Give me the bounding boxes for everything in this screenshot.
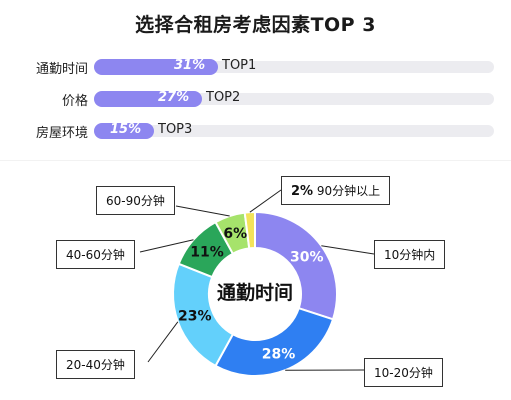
callout-label: 90分钟以上 <box>316 184 381 198</box>
callout-90-plus: 2% 90分钟以上 <box>281 176 391 205</box>
donut-slice <box>243 210 256 250</box>
chart-title: 选择合租房考虑因素TOP 3 <box>135 14 376 36</box>
callout-label: 40-60分钟 <box>66 248 125 262</box>
slice-value-label: 11% <box>190 245 224 261</box>
factor-rank: TOP3 <box>158 122 193 137</box>
leader-line <box>139 239 194 253</box>
donut-slice <box>254 210 338 321</box>
section-divider <box>0 160 511 161</box>
bar-fill <box>94 123 154 139</box>
factor-percent: 15% <box>110 122 142 137</box>
slice-value-label: 6% <box>223 226 247 242</box>
factor-rank: TOP1 <box>222 58 257 73</box>
bar-fill <box>94 59 218 75</box>
callout-10-20: 10-20分钟 <box>364 358 443 387</box>
callout-20-40: 20-40分钟 <box>56 350 135 379</box>
factor-percent: 27% <box>158 90 190 105</box>
callout-label: 20-40分钟 <box>66 358 125 372</box>
factor-row-3: 房屋环境 15% TOP3 <box>0 120 511 142</box>
slice-value-label: 28% <box>262 347 296 363</box>
factor-percent: 31% <box>174 58 206 73</box>
bar-track <box>94 125 494 137</box>
callout-label: 10-20分钟 <box>374 366 433 380</box>
slice-value-label: 23% <box>178 309 212 325</box>
callout-label: 60-90分钟 <box>106 194 165 208</box>
leader-line <box>321 245 375 255</box>
factor-rank: TOP2 <box>206 90 241 105</box>
factor-label: 价格 <box>61 94 88 109</box>
callout-60-90: 60-90分钟 <box>96 186 175 215</box>
slice-value-label: 30% <box>290 249 324 265</box>
callout-40-60: 40-60分钟 <box>56 240 135 269</box>
callout-label: 10分钟内 <box>384 248 436 262</box>
callout-percent: 2% <box>291 184 314 199</box>
leader-line <box>175 205 230 217</box>
donut-slice <box>214 306 335 377</box>
factor-row-2: 价格 27% TOP2 <box>0 88 511 110</box>
leader-line <box>249 189 282 213</box>
factor-label: 房屋环境 <box>35 126 88 141</box>
factor-label: 通勤时间 <box>35 62 88 77</box>
factor-row-1: 通勤时间 31% TOP1 <box>0 56 511 78</box>
callout-10-min: 10分钟内 <box>374 240 446 269</box>
donut-center-label: 通勤时间 <box>217 281 293 304</box>
bar-fill <box>94 91 202 107</box>
leader-line <box>147 321 179 363</box>
